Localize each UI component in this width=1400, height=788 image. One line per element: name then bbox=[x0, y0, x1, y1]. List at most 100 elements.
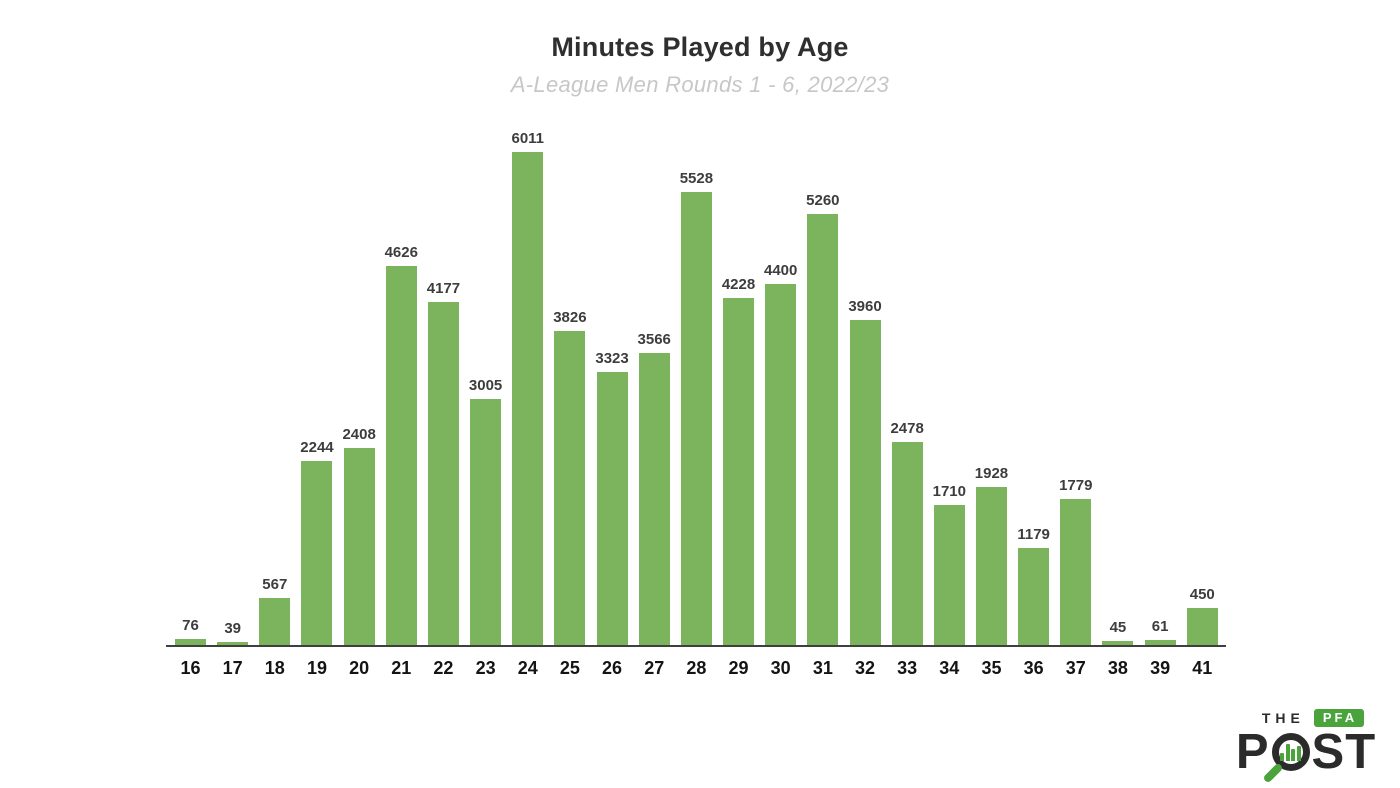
bar-column: 61 39 bbox=[1144, 125, 1176, 678]
bar-value-label: 1928 bbox=[974, 465, 1009, 482]
bar-column: 3323 26 bbox=[595, 125, 628, 678]
magnifier-mini-bar bbox=[1285, 744, 1290, 761]
pfa-post-logo: THE PFA P ST bbox=[1235, 709, 1377, 784]
bar bbox=[596, 372, 628, 645]
bar bbox=[1060, 499, 1092, 645]
bar bbox=[470, 399, 502, 645]
chart-subtitle: A-League Men Rounds 1 - 6, 2022/23 bbox=[510, 72, 890, 97]
logo-post-st: ST bbox=[1311, 725, 1377, 779]
bar bbox=[765, 284, 797, 645]
bar bbox=[638, 353, 670, 645]
bar-column: 3566 27 bbox=[637, 125, 671, 678]
x-tick-label: 28 bbox=[686, 658, 707, 678]
bar bbox=[723, 298, 755, 645]
x-tick-label: 30 bbox=[770, 658, 791, 678]
bar-column: 5260 31 bbox=[806, 125, 840, 678]
x-tick-label: 31 bbox=[812, 658, 833, 678]
bar-column: 3960 32 bbox=[848, 125, 882, 678]
bar bbox=[259, 598, 291, 645]
bar bbox=[1144, 640, 1176, 645]
x-tick-label: 41 bbox=[1192, 658, 1213, 678]
bar-value-label: 5528 bbox=[679, 170, 714, 187]
bar-value-label: 3960 bbox=[848, 298, 882, 315]
bar-column: 4400 30 bbox=[764, 125, 798, 678]
bar-value-label: 1710 bbox=[932, 483, 966, 500]
bar-value-label: 3826 bbox=[553, 309, 587, 326]
logo-pfa-badge: PFA bbox=[1313, 709, 1365, 727]
x-tick-label: 34 bbox=[939, 658, 960, 678]
bar-column: 39 17 bbox=[217, 125, 249, 678]
x-tick-label: 37 bbox=[1065, 658, 1086, 678]
chart-header: Minutes Played by Age A-League Men Round… bbox=[0, 32, 1400, 98]
magnifier-mini-bar bbox=[1291, 749, 1296, 761]
bar bbox=[1102, 641, 1134, 645]
x-tick-label: 18 bbox=[264, 658, 285, 678]
logo-post-wordmark: P ST bbox=[1235, 725, 1377, 784]
magnifier-mini-bar bbox=[1280, 753, 1285, 761]
bar-value-label: 4400 bbox=[764, 262, 798, 279]
bar bbox=[891, 442, 923, 645]
bar-column: 6011 24 bbox=[511, 125, 545, 678]
bar-column: 45 38 bbox=[1102, 125, 1134, 678]
bar bbox=[512, 152, 544, 645]
bar-column: 1779 37 bbox=[1059, 125, 1093, 678]
logo-post-p: P bbox=[1235, 725, 1270, 779]
bar-value-label: 2478 bbox=[890, 420, 924, 437]
x-tick-label: 36 bbox=[1023, 658, 1044, 678]
bar-column: 5528 28 bbox=[679, 125, 714, 678]
bar-value-label: 61 bbox=[1151, 618, 1169, 635]
bar bbox=[849, 320, 881, 645]
magnifier-mini-bar bbox=[1296, 746, 1301, 761]
bar-value-label: 567 bbox=[262, 576, 288, 593]
x-tick-label: 26 bbox=[602, 658, 623, 678]
bar-column: 4228 29 bbox=[721, 125, 756, 678]
bar-column: 1179 36 bbox=[1017, 125, 1050, 678]
bar-column: 2478 33 bbox=[890, 125, 924, 678]
bar-value-label: 3005 bbox=[468, 377, 503, 394]
x-tick-label: 33 bbox=[897, 658, 918, 678]
x-tick-label: 29 bbox=[728, 658, 749, 678]
bar bbox=[301, 461, 333, 645]
logo-the-text: THE bbox=[1261, 710, 1305, 726]
bar-column: 2244 19 bbox=[300, 125, 334, 678]
x-tick-label: 38 bbox=[1107, 658, 1128, 678]
bar-chart: 76 16 39 17 567 18 2244 19 2408 20 4626 21 4177 22 300… bbox=[175, 125, 1218, 678]
x-tick-label: 16 bbox=[180, 658, 201, 678]
x-tick-label: 24 bbox=[517, 658, 538, 678]
chart-title: Minutes Played by Age bbox=[551, 32, 849, 62]
bar-value-label: 76 bbox=[182, 617, 199, 634]
bar bbox=[933, 505, 965, 645]
x-tick-label: 22 bbox=[433, 658, 454, 678]
bar bbox=[217, 642, 249, 645]
bar-value-label: 5260 bbox=[806, 192, 840, 209]
bar-column: 1928 35 bbox=[974, 125, 1009, 678]
bar bbox=[385, 266, 417, 645]
bar bbox=[1186, 608, 1218, 645]
bar bbox=[427, 302, 459, 645]
x-tick-label: 35 bbox=[981, 658, 1002, 678]
bar-value-label: 4626 bbox=[384, 244, 418, 261]
bar-column: 76 16 bbox=[175, 125, 206, 678]
bar-value-label: 2408 bbox=[342, 426, 376, 443]
bar-column: 450 41 bbox=[1186, 125, 1218, 678]
bar-column: 3005 23 bbox=[468, 125, 503, 678]
bar bbox=[343, 448, 375, 645]
bar bbox=[1018, 548, 1050, 645]
bar-column: 3826 25 bbox=[553, 125, 587, 678]
bar-value-label: 6011 bbox=[511, 130, 545, 147]
bar-value-label: 4228 bbox=[721, 276, 756, 293]
logo-top-row: THE PFA bbox=[1261, 709, 1365, 727]
bar bbox=[554, 331, 586, 645]
bar-value-label: 450 bbox=[1189, 586, 1215, 603]
bar-value-label: 1779 bbox=[1059, 477, 1093, 494]
bar-column: 4626 21 bbox=[384, 125, 418, 678]
bar-column: 1710 34 bbox=[932, 125, 966, 678]
x-tick-label: 23 bbox=[475, 658, 496, 678]
bar-value-label: 3566 bbox=[637, 331, 671, 348]
x-tick-label: 32 bbox=[854, 658, 876, 678]
bar bbox=[175, 639, 206, 645]
bar bbox=[680, 192, 712, 645]
bar-value-label: 2244 bbox=[300, 439, 334, 456]
bar-column: 4177 22 bbox=[427, 125, 460, 678]
x-tick-label: 20 bbox=[349, 658, 370, 678]
